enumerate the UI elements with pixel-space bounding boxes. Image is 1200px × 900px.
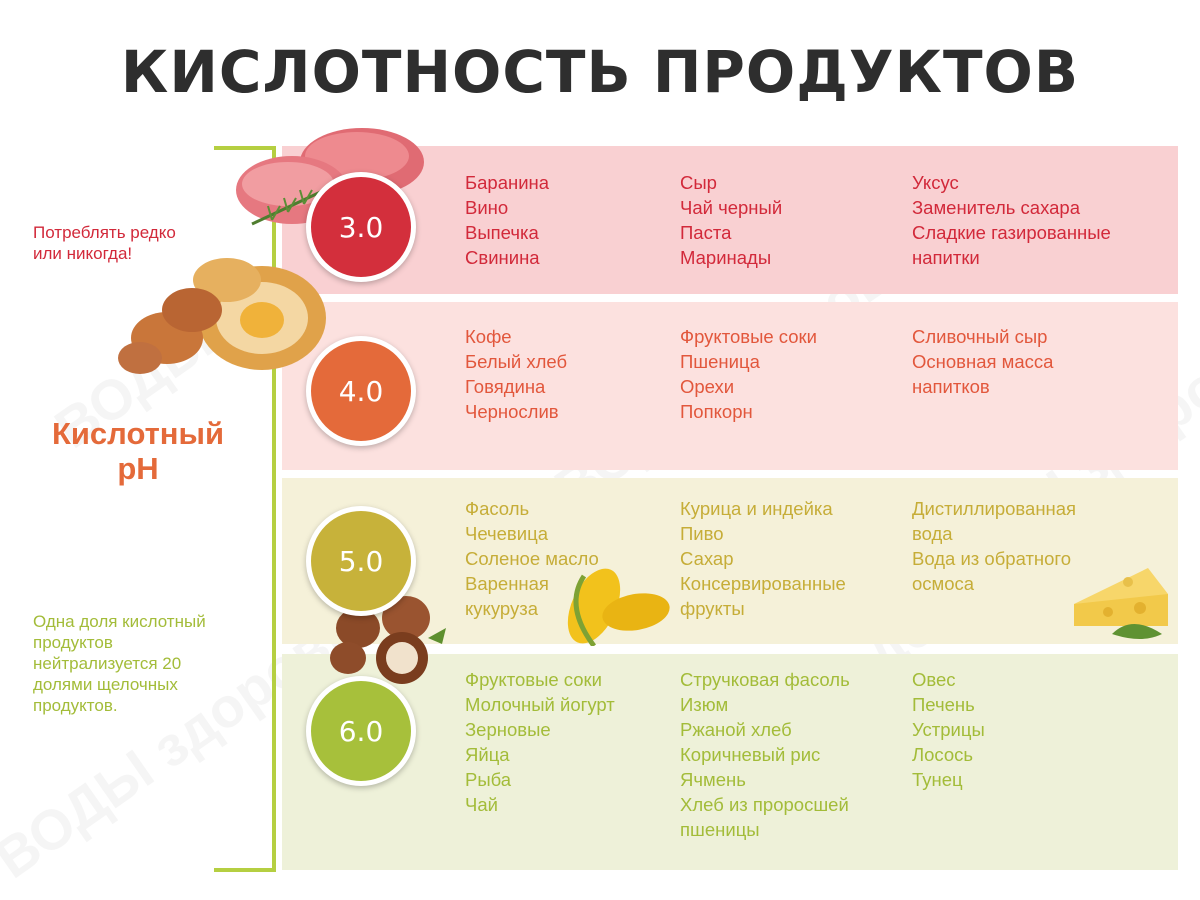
ph-badge-6: 6.0 [306, 676, 416, 786]
list-item: Соленое масло [465, 548, 599, 569]
corn-icon [567, 568, 670, 646]
level-3-column-2: Сыр Чай черный Паста Маринады [680, 170, 782, 270]
list-item: напитки [912, 247, 980, 268]
level-3-column-1: Баранина Вино Выпечка Свинина [465, 170, 549, 270]
level-4-column-1: Кофе Белый хлеб Говядина Чернослив [465, 324, 567, 424]
list-item: Варенная [465, 573, 549, 594]
list-item: Изюм [680, 694, 729, 715]
level-5-column-3: Дистиллированная вода Вода из обратного … [912, 496, 1076, 596]
band-ph-6 [282, 654, 1178, 870]
list-item: пшеницы [680, 819, 760, 840]
list-item: Выпечка [465, 222, 539, 243]
list-item: Орехи [680, 376, 735, 397]
warning-text: Потреблять редко или никогда! [33, 223, 176, 263]
level-5-column-2: Курица и индейка Пиво Сахар Консервирова… [680, 496, 846, 621]
neutralization-note: Одна доля кислотный продуктов нейтрализу… [33, 612, 206, 715]
list-item: Яйца [465, 744, 510, 765]
level-4-column-2: Фруктовые соки Пшеница Орехи Попкорн [680, 324, 817, 424]
level-4-column-3: Сливочный сыр Основная масса напитков [912, 324, 1053, 399]
list-item: Коричневый рис [680, 744, 821, 765]
cheese-icon [1074, 568, 1168, 639]
list-item: Попкорн [680, 401, 753, 422]
list-item: Овес [912, 669, 956, 690]
list-item: осмоса [912, 573, 975, 594]
pastry-icon [118, 258, 326, 374]
list-item: Сахар [680, 548, 734, 569]
list-item: кукуруза [465, 598, 538, 619]
level-6-column-1: Фруктовые соки Молочный йогурт Зерновые … [465, 667, 615, 817]
list-item: Заменитель сахара [912, 197, 1080, 218]
list-item: Фруктовые соки [680, 326, 817, 347]
list-item: Чечевица [465, 523, 548, 544]
list-item: Фасоль [465, 498, 530, 519]
list-item: Ржаной хлеб [680, 719, 792, 740]
list-item: Курица и индейка [680, 498, 833, 519]
list-item: Свинина [465, 247, 540, 268]
list-item: Сыр [680, 172, 717, 193]
list-item: Стручковая фасоль [680, 669, 850, 690]
band-ph-5 [282, 478, 1178, 644]
page-title: КИСЛОТНОСТЬ ПРОДУКТОВ [120, 38, 1080, 106]
hazelnut-icon [330, 596, 446, 684]
list-item: Чай черный [680, 197, 783, 218]
list-item: Устрицы [912, 719, 985, 740]
list-item: Основная масса [912, 351, 1054, 372]
band-ph-3 [282, 146, 1178, 294]
list-item: Говядина [465, 376, 546, 397]
ph-badge-4: 4.0 [306, 336, 416, 446]
list-item: Ячмень [680, 769, 746, 790]
list-item: Фруктовые соки [465, 669, 602, 690]
list-item: Вода из обратного [912, 548, 1072, 569]
meat-icon [236, 128, 424, 226]
ph-badge-5: 5.0 [306, 506, 416, 616]
list-item: Кофе [465, 326, 512, 347]
list-item: Паста [680, 222, 732, 243]
list-item: Молочный йогурт [465, 694, 615, 715]
list-item: Чай [465, 794, 498, 815]
list-item: Пиво [680, 523, 724, 544]
list-item: Пшеница [680, 351, 760, 372]
ph-axis-line [272, 148, 276, 870]
list-item: фрукты [680, 598, 745, 619]
ph-axis-bottom-cap [214, 868, 276, 872]
list-item: Чернослив [465, 401, 559, 422]
level-6-column-3: Овес Печень Устрицы Лосось Тунец [912, 667, 985, 792]
list-item: Маринады [680, 247, 772, 268]
list-item: вода [912, 523, 953, 544]
list-item: Сладкие газированные [912, 222, 1111, 243]
list-item: Вино [465, 197, 509, 218]
list-item: Уксус [912, 172, 959, 193]
list-item: Белый хлеб [465, 351, 568, 372]
list-item: Рыба [465, 769, 512, 790]
list-item: Печень [912, 694, 975, 715]
list-item: Сливочный сыр [912, 326, 1048, 347]
band-ph-4 [282, 302, 1178, 470]
list-item: Консервированные [680, 573, 846, 594]
list-item: напитков [912, 376, 990, 397]
list-item: Дистиллированная [912, 498, 1077, 519]
list-item: Тунец [912, 769, 963, 790]
list-item: Баранина [465, 172, 550, 193]
list-item: Хлеб из проросшей [680, 794, 849, 815]
level-6-column-2: Стручковая фасоль Изюм Ржаной хлеб Корич… [680, 667, 850, 842]
acid-ph-label: Кислотный pH [51, 416, 225, 486]
level-3-column-3: Уксус Заменитель сахара Сладкие газирова… [912, 170, 1111, 270]
ph-badge-3: 3.0 [306, 172, 416, 282]
ph-axis-top-cap [214, 146, 276, 150]
level-5-column-1: Фасоль Чечевица Соленое масло Варенная к… [465, 496, 599, 621]
list-item: Зерновые [465, 719, 551, 740]
list-item: Лосось [912, 744, 974, 765]
